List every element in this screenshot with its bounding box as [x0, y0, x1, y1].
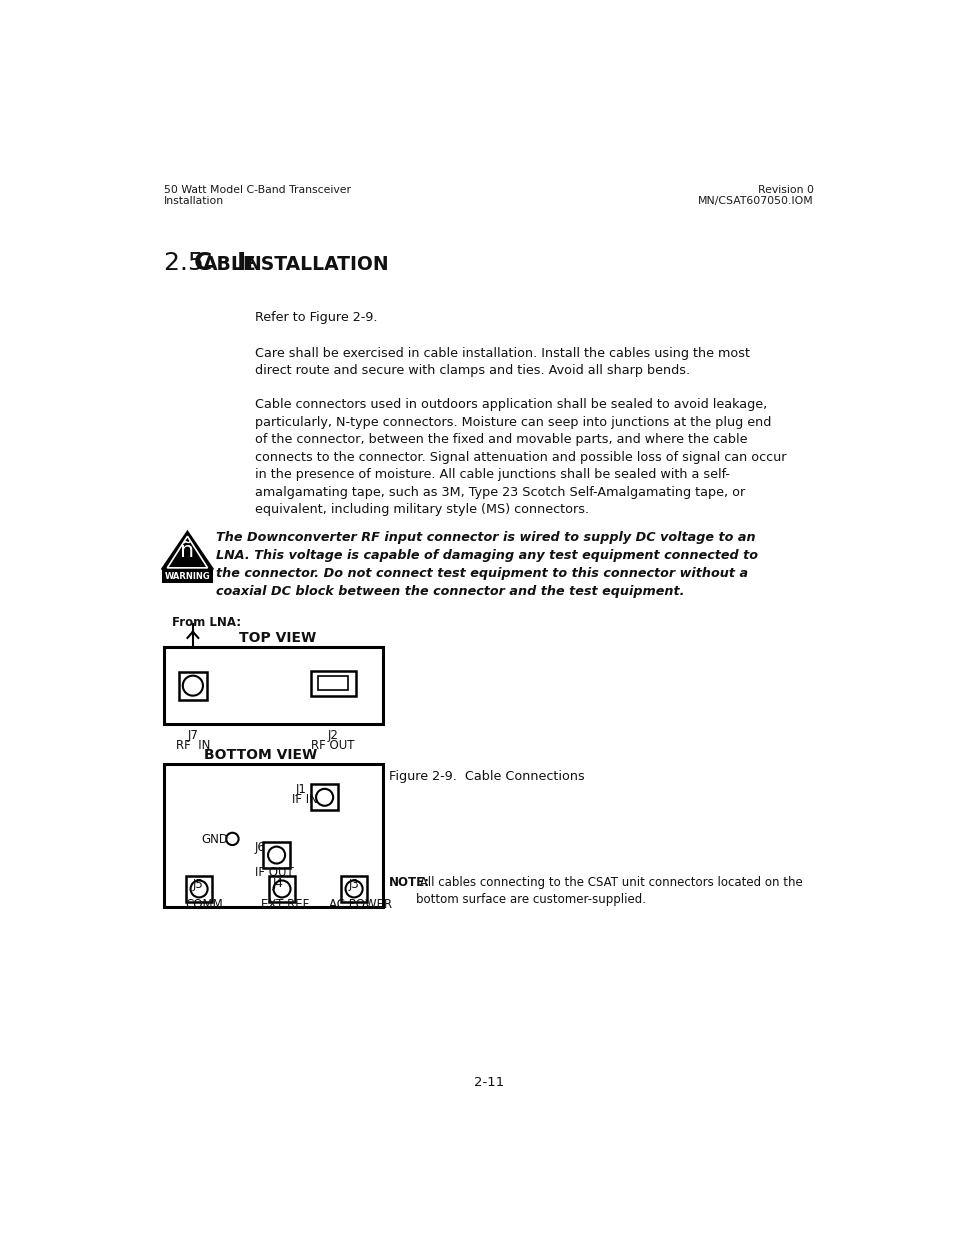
Text: EXT REF: EXT REF	[261, 898, 309, 911]
Bar	[263, 842, 290, 868]
Text: BOTTOM VIEW: BOTTOM VIEW	[204, 748, 316, 762]
Text: J2: J2	[328, 729, 338, 742]
Text: GND: GND	[201, 832, 228, 846]
Text: RF OUT: RF OUT	[311, 739, 355, 752]
Bar	[311, 671, 355, 695]
Bar	[186, 876, 212, 902]
Text: TOP VIEW: TOP VIEW	[239, 631, 316, 645]
Text: MN/CSAT607050.IOM: MN/CSAT607050.IOM	[698, 196, 813, 206]
Text: NSTALLATION: NSTALLATION	[245, 254, 389, 274]
Text: Revision 0: Revision 0	[757, 185, 813, 195]
Text: I: I	[236, 251, 245, 275]
Text: J6: J6	[254, 841, 266, 855]
Text: Figure 2-9.  Cable Connections: Figure 2-9. Cable Connections	[389, 769, 584, 783]
Text: 2.5: 2.5	[164, 251, 212, 275]
Text: J4: J4	[273, 877, 283, 890]
Text: COMM: COMM	[185, 898, 223, 911]
Text: NOTE:: NOTE:	[389, 876, 430, 889]
Text: J5: J5	[193, 878, 203, 892]
Bar	[311, 784, 337, 810]
Text: 2-11: 2-11	[474, 1076, 503, 1089]
Bar	[340, 876, 367, 902]
Polygon shape	[162, 531, 213, 569]
Text: WARNING: WARNING	[165, 572, 210, 582]
Text: 50 Watt Model C-Band Transceiver: 50 Watt Model C-Band Transceiver	[164, 185, 351, 195]
Text: J3: J3	[348, 878, 359, 892]
Text: Installation: Installation	[164, 196, 224, 206]
Bar	[179, 672, 207, 699]
Bar	[318, 677, 348, 690]
Text: ABLE: ABLE	[202, 254, 256, 274]
Bar	[269, 876, 294, 902]
Text: J1: J1	[294, 783, 306, 797]
Bar	[164, 647, 382, 724]
Text: Care shall be exercised in cable installation. Install the cables using the most: Care shall be exercised in cable install…	[254, 347, 749, 378]
Text: All cables connecting to the CSAT unit connectors located on the
bottom surface : All cables connecting to the CSAT unit c…	[416, 876, 802, 905]
Text: From LNA:: From LNA:	[172, 615, 241, 629]
Text: IF OUT: IF OUT	[254, 866, 294, 879]
Text: J7: J7	[187, 729, 198, 742]
Text: Cable connectors used in outdoors application shall be sealed to avoid leakage,
: Cable connectors used in outdoors applic…	[254, 399, 785, 516]
Text: RF  IN: RF IN	[175, 739, 210, 752]
Bar	[162, 571, 213, 583]
Text: IF IN: IF IN	[292, 793, 317, 805]
Text: Refer to Figure 2-9.: Refer to Figure 2-9.	[254, 311, 377, 325]
Text: AC POWER: AC POWER	[329, 898, 392, 911]
Text: The Downconverter RF input connector is wired to supply DC voltage to an
LNA. Th: The Downconverter RF input connector is …	[216, 531, 758, 598]
Text: ñ: ñ	[180, 541, 194, 561]
Bar	[164, 764, 382, 906]
Text: C: C	[193, 251, 212, 275]
